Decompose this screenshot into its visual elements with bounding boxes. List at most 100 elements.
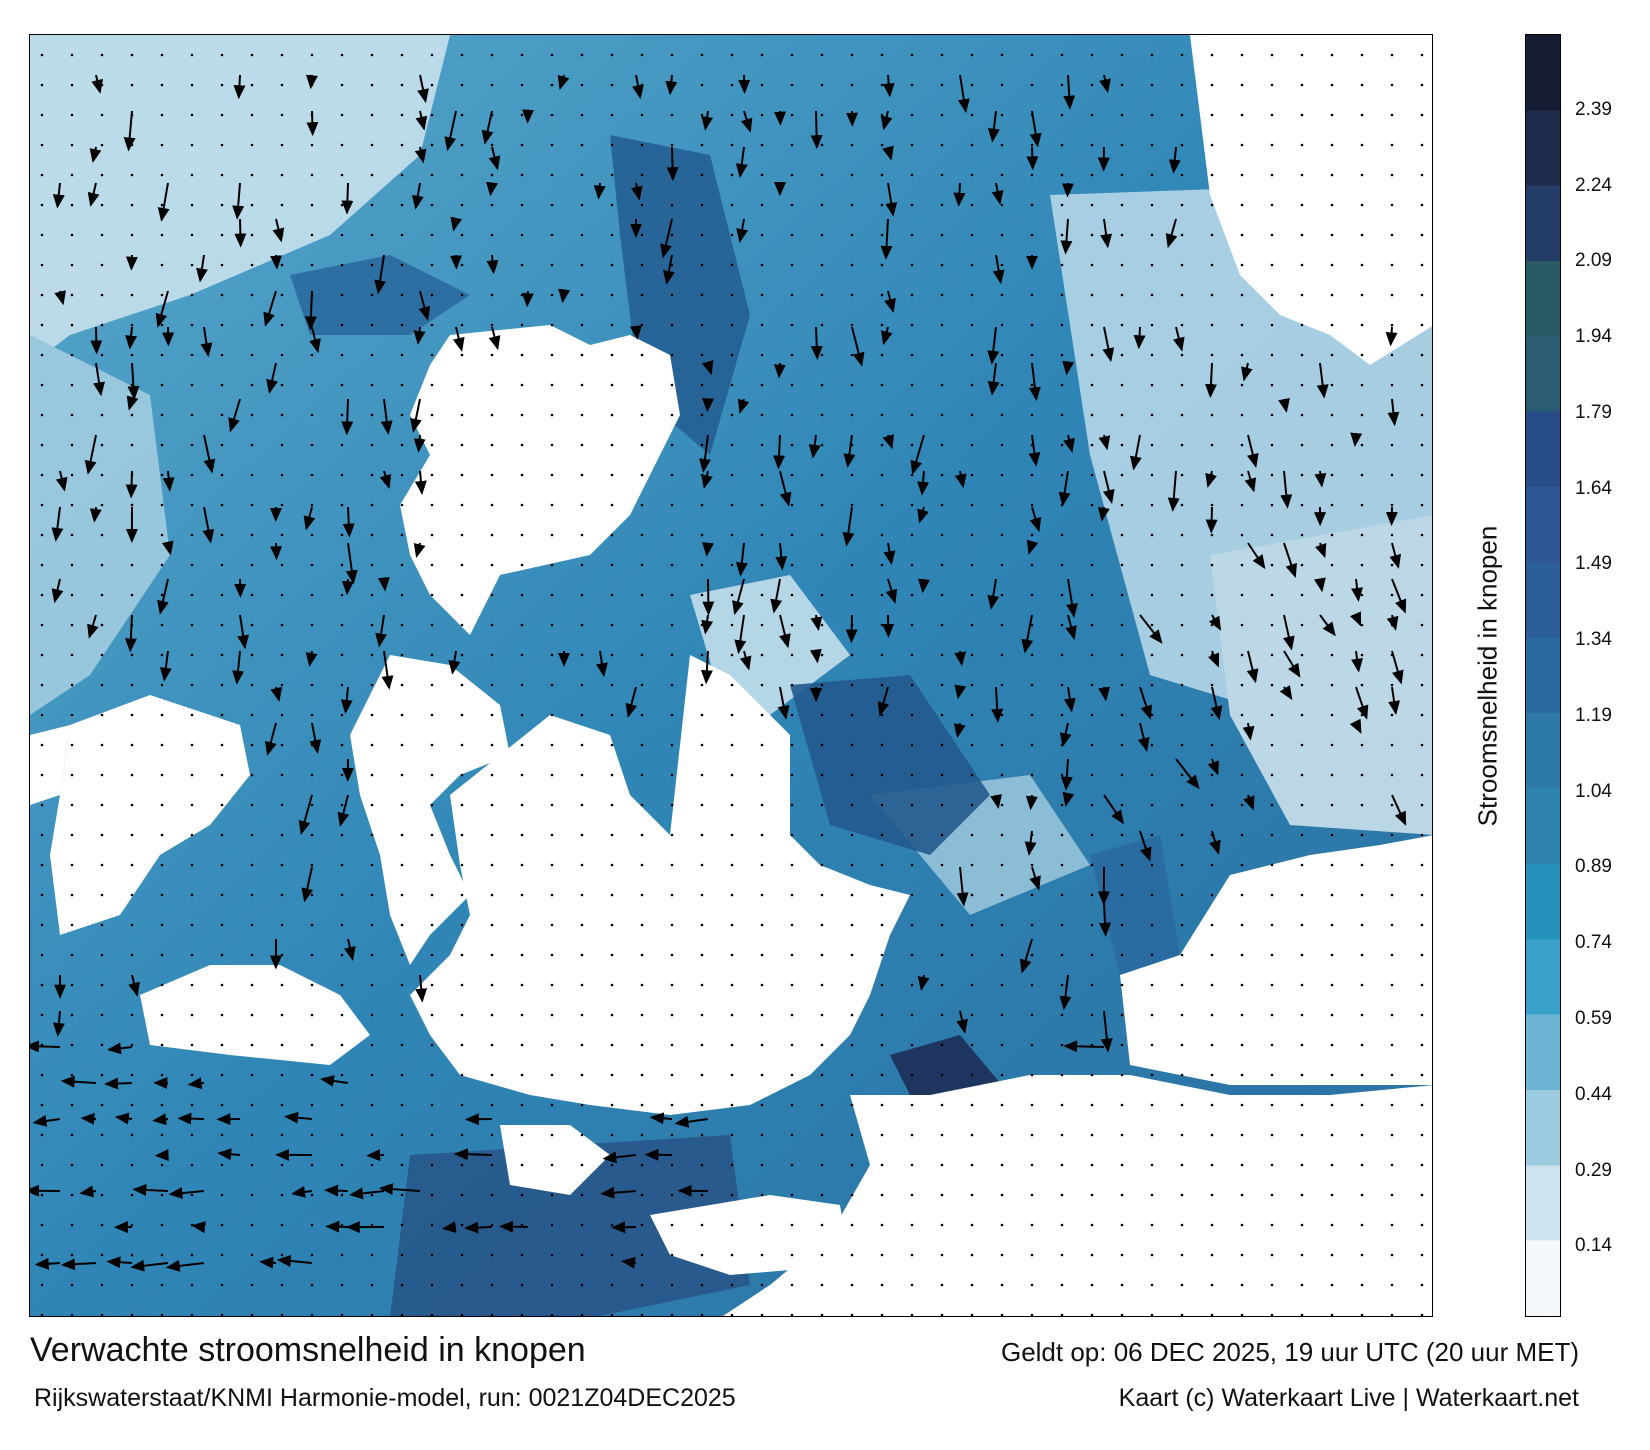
grid-point (370, 923, 374, 927)
grid-point (820, 353, 824, 357)
grid-point (220, 533, 224, 537)
grid-point (940, 653, 944, 657)
grid-point (1120, 893, 1124, 897)
grid-point (1360, 593, 1364, 597)
grid-point (1300, 1043, 1304, 1047)
grid-point (1360, 443, 1364, 447)
grid-point (1180, 263, 1184, 267)
grid-point (970, 1043, 974, 1047)
grid-point (1270, 353, 1274, 357)
grid-point (820, 563, 824, 567)
grid-point (100, 233, 104, 237)
grid-point (160, 683, 164, 687)
grid-point (370, 53, 374, 57)
grid-point (1390, 743, 1394, 747)
current-arrow (1133, 326, 1146, 350)
grid-point (1330, 653, 1334, 657)
grid-point (400, 173, 404, 177)
grid-point (160, 983, 164, 987)
current-arrow (663, 254, 675, 285)
grid-point (490, 473, 494, 477)
grid-point (700, 863, 704, 867)
current-arrow (320, 1074, 349, 1087)
grid-point (1150, 1073, 1154, 1077)
grid-point (1300, 863, 1304, 867)
current-speed-map[interactable] (29, 34, 1433, 1317)
grid-point (790, 1313, 794, 1316)
grid-point (310, 413, 314, 417)
grid-point (1180, 923, 1184, 927)
colorbar (1525, 34, 1561, 1317)
map-canvas[interactable] (30, 35, 1433, 1317)
grid-point (1420, 863, 1424, 867)
grid-point (970, 293, 974, 297)
grid-point (250, 413, 254, 417)
grid-point (70, 563, 74, 567)
grid-point (1240, 1133, 1244, 1137)
grid-point (70, 293, 74, 297)
grid-point (130, 803, 134, 807)
grid-point (310, 713, 314, 717)
grid-point (640, 683, 644, 687)
grid-point (730, 713, 734, 717)
current-arrow (1386, 614, 1399, 631)
grid-point (1030, 503, 1034, 507)
grid-point (130, 443, 134, 447)
grid-point (790, 353, 794, 357)
grid-point (580, 1253, 584, 1257)
grid-point (850, 1073, 854, 1077)
grid-point (640, 1073, 644, 1077)
current-arrow (54, 290, 66, 306)
grid-point (340, 1223, 344, 1227)
grid-point (460, 863, 464, 867)
grid-point (760, 323, 764, 327)
grid-point (1000, 323, 1004, 327)
grid-point (430, 863, 434, 867)
grid-point (1270, 413, 1274, 417)
grid-point (40, 713, 44, 717)
grid-point (1330, 1013, 1334, 1017)
current-arrow (270, 254, 283, 270)
grid-point (820, 1013, 824, 1017)
current-arrow (954, 650, 967, 667)
grid-point (340, 263, 344, 267)
grid-point (880, 1163, 884, 1167)
grid-point (520, 383, 524, 387)
grid-point (910, 1283, 914, 1287)
grid-point (1240, 1193, 1244, 1197)
grid-point (280, 383, 284, 387)
grid-point (1120, 1133, 1124, 1137)
grid-point (1330, 533, 1334, 537)
grid-point (250, 1313, 254, 1316)
grid-point (1210, 173, 1214, 177)
current-arrow (842, 506, 855, 547)
grid-point (70, 1073, 74, 1077)
grid-point (640, 233, 644, 237)
map-credit: Kaart (c) Waterkaart Live | Waterkaart.n… (1118, 1384, 1579, 1412)
grid-point (1150, 143, 1154, 147)
grid-point (550, 383, 554, 387)
grid-point (40, 233, 44, 237)
grid-point (370, 863, 374, 867)
grid-point (160, 323, 164, 327)
grid-point (130, 1313, 134, 1316)
current-arrow (1207, 650, 1220, 668)
grid-point (250, 353, 254, 357)
grid-point (790, 623, 794, 627)
grid-point (1330, 713, 1334, 717)
grid-point (1240, 833, 1244, 837)
grid-point (700, 293, 704, 297)
land-northern-england (350, 655, 510, 965)
grid-point (640, 773, 644, 777)
grid-point (40, 1313, 44, 1316)
grid-point (820, 623, 824, 627)
grid-point (700, 143, 704, 147)
grid-point (1360, 323, 1364, 327)
grid-point (580, 1103, 584, 1107)
grid-point (130, 1043, 134, 1047)
grid-point (1180, 1043, 1184, 1047)
grid-point (790, 173, 794, 177)
grid-point (250, 1013, 254, 1017)
grid-point (1060, 53, 1064, 57)
grid-point (1120, 1193, 1124, 1197)
